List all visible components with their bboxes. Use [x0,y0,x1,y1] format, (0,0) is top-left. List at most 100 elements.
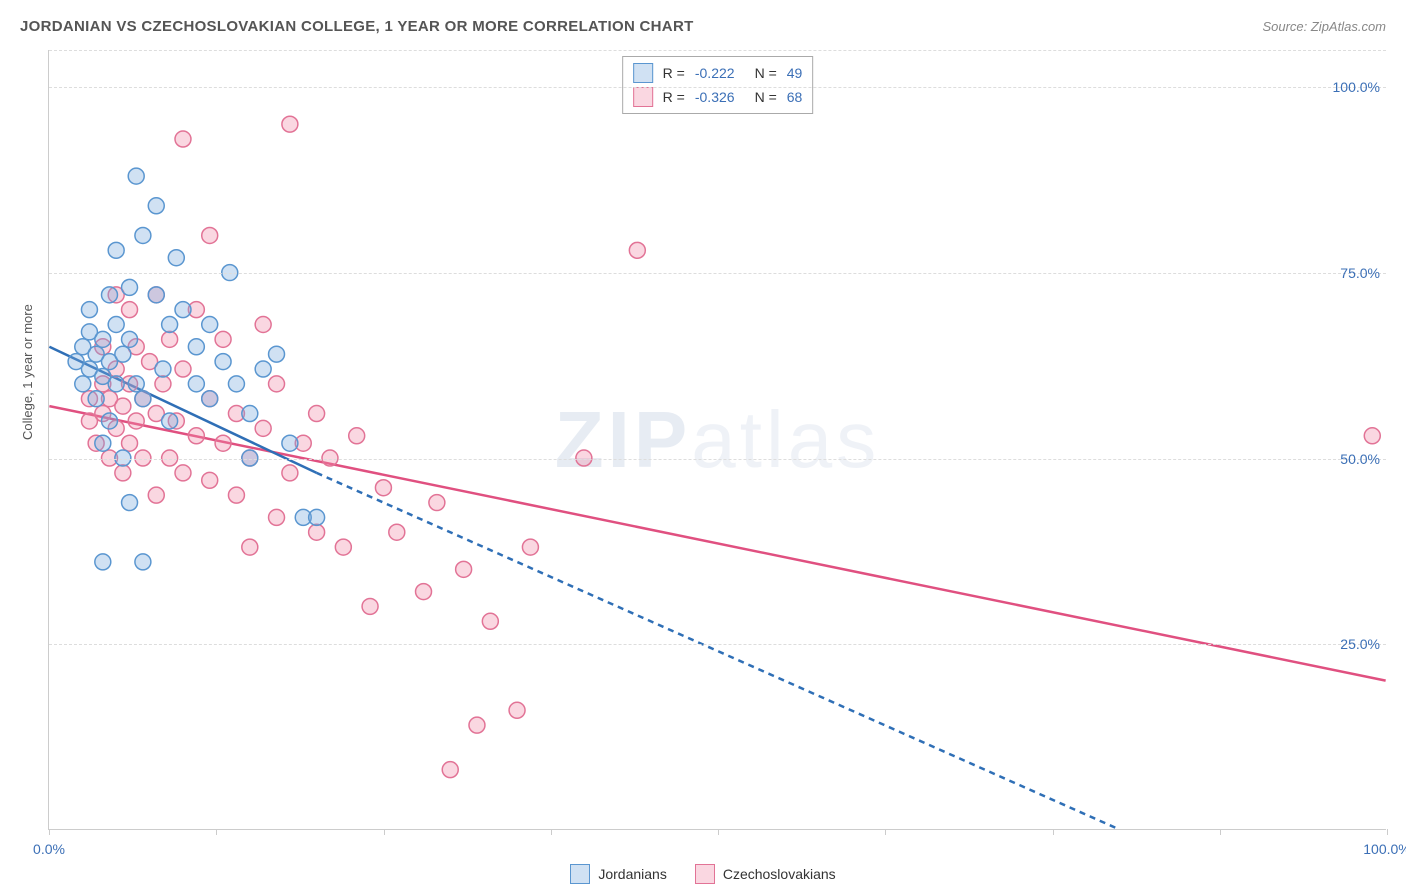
scatter-point [102,287,118,303]
x-tick-label: 0.0% [33,841,65,857]
x-tick [551,829,552,835]
scatter-point [115,398,131,414]
scatter-point [242,539,258,555]
grid-line [49,644,1386,645]
scatter-point [282,116,298,132]
scatter-point [135,554,151,570]
scatter-point [122,302,138,318]
scatter-point [282,465,298,481]
scatter-point [309,406,325,422]
scatter-point [148,287,164,303]
scatter-point [469,717,485,733]
scatter-point [309,524,325,540]
scatter-point [456,561,472,577]
stat-value-n: 49 [787,65,803,81]
x-tick [1220,829,1221,835]
scatter-point [75,376,91,392]
grid-line [49,459,1386,460]
scatter-point [215,331,231,347]
scatter-point [228,376,244,392]
x-tick-label: 100.0% [1363,841,1406,857]
stats-row: R =-0.222N =49 [633,61,803,85]
scatter-point [242,406,258,422]
legend-label: Jordanians [598,866,667,882]
scatter-points-layer [49,50,1386,829]
scatter-point [202,317,218,333]
scatter-point [416,584,432,600]
scatter-point [175,302,191,318]
scatter-point [215,435,231,451]
legend-item: Czechoslovakians [695,864,836,884]
x-tick [216,829,217,835]
bottom-legend: Jordanians Czechoslovakians [0,864,1406,884]
stats-row: R =-0.326N =68 [633,85,803,109]
scatter-point [175,361,191,377]
scatter-point [215,354,231,370]
scatter-point [128,413,144,429]
scatter-point [269,346,285,362]
scatter-point [162,413,178,429]
scatter-point [442,762,458,778]
stat-label-n: N = [755,89,777,105]
chart-title: JORDANIAN VS CZECHOSLOVAKIAN COLLEGE, 1 … [20,18,694,35]
scatter-point [102,413,118,429]
scatter-point [122,495,138,511]
scatter-point [188,339,204,355]
scatter-point [122,279,138,295]
scatter-point [255,361,271,377]
scatter-point [88,391,104,407]
x-tick [384,829,385,835]
scatter-point [269,509,285,525]
scatter-point [202,472,218,488]
scatter-point [115,346,131,362]
legend-item: Jordanians [570,864,667,884]
scatter-point [128,168,144,184]
scatter-point [335,539,351,555]
x-tick [718,829,719,835]
title-bar: JORDANIAN VS CZECHOSLOVAKIAN COLLEGE, 1 … [20,18,1386,35]
scatter-point [228,487,244,503]
scatter-point [108,242,124,258]
x-tick [49,829,50,835]
scatter-point [108,376,124,392]
y-tick-label: 75.0% [1340,265,1380,281]
scatter-point [202,391,218,407]
scatter-point [202,227,218,243]
scatter-point [269,376,285,392]
scatter-point [282,435,298,451]
scatter-point [162,317,178,333]
legend-swatch [633,63,653,83]
scatter-point [135,391,151,407]
scatter-point [95,331,111,347]
scatter-point [522,539,538,555]
scatter-point [122,435,138,451]
x-tick [1387,829,1388,835]
y-tick-label: 50.0% [1340,451,1380,467]
grid-line [49,50,1386,51]
scatter-point [349,428,365,444]
y-axis-label: College, 1 year or more [20,304,35,440]
stat-value-r: -0.326 [695,89,735,105]
scatter-point [95,435,111,451]
y-tick-label: 25.0% [1340,636,1380,652]
plot-wrap: ZIPatlas R =-0.222N =49R =-0.326N =68 25… [48,50,1386,830]
scatter-point [135,227,151,243]
scatter-point [148,487,164,503]
scatter-point [168,250,184,266]
legend-swatch [695,864,715,884]
y-tick-label: 100.0% [1333,79,1380,95]
scatter-point [188,376,204,392]
scatter-point [389,524,405,540]
scatter-point [155,376,171,392]
grid-line [49,273,1386,274]
scatter-point [309,509,325,525]
scatter-point [362,598,378,614]
chart-container: JORDANIAN VS CZECHOSLOVAKIAN COLLEGE, 1 … [0,0,1406,892]
scatter-point [95,554,111,570]
scatter-point [115,465,131,481]
plot-area: ZIPatlas R =-0.222N =49R =-0.326N =68 25… [48,50,1386,830]
stat-label-r: R = [663,65,685,81]
scatter-point [255,420,271,436]
scatter-point [122,331,138,347]
scatter-point [188,428,204,444]
